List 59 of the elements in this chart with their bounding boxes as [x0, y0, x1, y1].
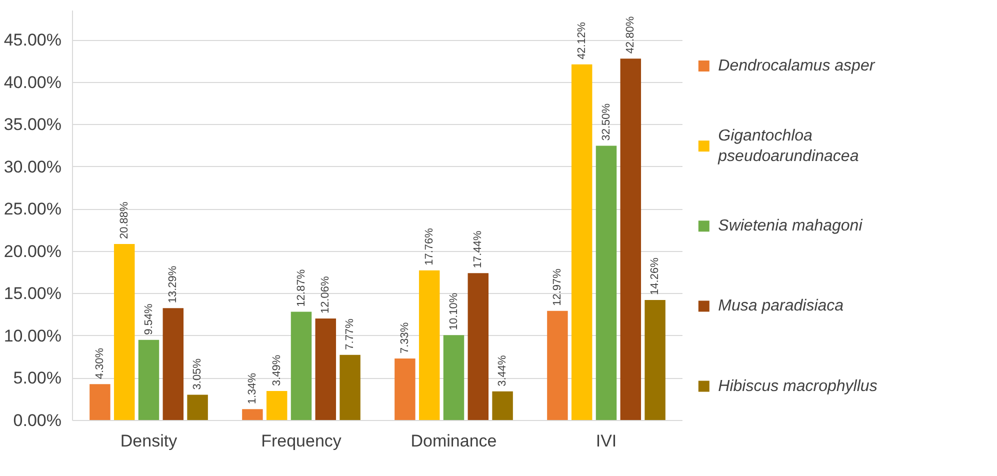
y-tick-label: 20.00% — [4, 242, 62, 261]
legend-label: Dendrocalamus asper — [718, 58, 876, 75]
data-label: 42.80% — [624, 16, 637, 54]
data-label: 12.87% — [295, 269, 308, 307]
bar — [443, 335, 464, 420]
data-label: 20.88% — [118, 201, 130, 239]
bar — [418, 270, 440, 420]
data-label: 3.44% — [496, 355, 509, 386]
data-label: 32.50% — [600, 103, 612, 141]
bar — [242, 409, 263, 420]
bar — [547, 310, 568, 420]
data-label: 3.05% — [192, 358, 204, 390]
bar — [138, 340, 160, 420]
legend-label: Musa paradisiaca — [718, 298, 844, 315]
legend-label: Hibiscus macrophyllus — [718, 378, 878, 395]
data-label: 12.06% — [320, 276, 332, 314]
bar — [266, 390, 288, 420]
data-label: 17.76% — [423, 228, 436, 266]
data-label: 13.29% — [167, 266, 180, 304]
bar — [644, 300, 666, 420]
data-label: 9.54% — [142, 303, 155, 335]
y-tick-label: 15.00% — [4, 284, 62, 304]
bar — [468, 273, 489, 420]
legend-label: Gigantochloa pseudoarundinacea — [717, 127, 859, 165]
data-label: 42.12% — [576, 22, 588, 60]
y-tick-label: 30.00% — [4, 157, 62, 176]
data-label: 17.44% — [472, 230, 484, 268]
bar — [315, 318, 336, 420]
bar — [290, 312, 312, 420]
x-tick-label: Density — [120, 432, 178, 450]
bar — [620, 58, 642, 420]
x-tick-label: Frequency — [261, 432, 342, 450]
data-label: 7.77% — [344, 318, 356, 350]
bar — [394, 358, 416, 420]
bar — [340, 354, 360, 420]
bar — [187, 394, 208, 420]
x-tick-label: IVI — [596, 432, 617, 450]
data-label: 3.49% — [270, 354, 283, 386]
bar — [571, 64, 592, 420]
x-tick-label: Dominance — [410, 432, 497, 450]
data-label: 12.97% — [551, 268, 564, 306]
y-tick-label: 25.00% — [4, 200, 62, 219]
bar — [90, 384, 110, 420]
bar — [492, 391, 513, 420]
y-tick-label: 45.00% — [4, 30, 62, 50]
legend-label: Swietenia mahagoni — [718, 218, 863, 235]
data-label: 7.33% — [398, 322, 411, 354]
y-tick-label: 40.00% — [4, 72, 62, 92]
y-tick-label: 5.00% — [13, 368, 62, 388]
data-label: 4.30% — [94, 348, 106, 380]
y-tick-label: 0.00% — [13, 411, 62, 430]
y-tick-label: 35.00% — [4, 115, 62, 134]
y-tick-label: 10.00% — [4, 326, 62, 346]
bar — [596, 146, 617, 420]
data-label: 1.34% — [246, 372, 258, 404]
data-label: 14.26% — [649, 257, 662, 295]
bar — [162, 308, 184, 420]
data-label: 10.10% — [448, 292, 460, 330]
bar — [114, 244, 135, 420]
